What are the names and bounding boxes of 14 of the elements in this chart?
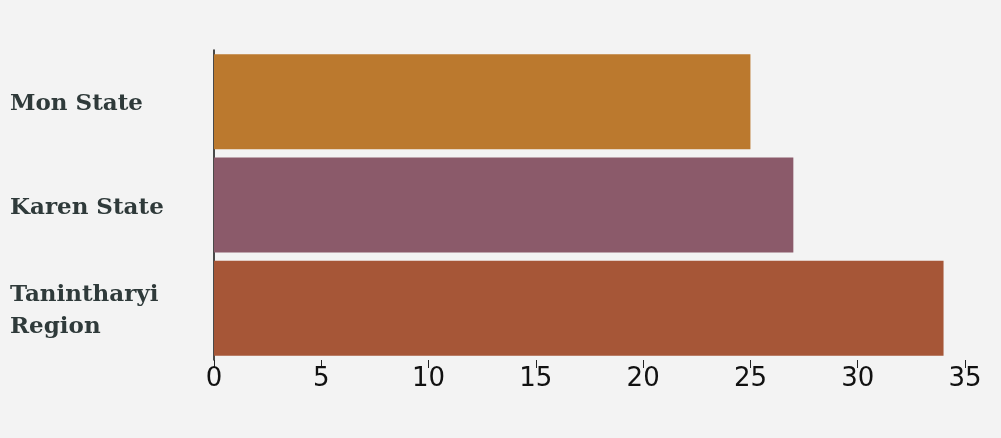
bar [214,157,794,253]
x-tick-label: 35 [948,362,982,392]
y-tick-label: Mon State [10,88,143,116]
x-tick-label: 25 [733,362,767,392]
x-tick-label: 30 [841,362,875,392]
y-tick-label: Tanintharyi Region [10,278,167,338]
bar [214,54,751,150]
x-tick-label: 15 [519,362,553,392]
y-tick-label: Karen State [10,191,164,219]
x-tick-label: 0 [205,362,223,392]
bar [214,260,944,356]
x-tick-label: 20 [626,362,660,392]
x-tick-label: 10 [412,362,446,392]
x-tick-label: 5 [313,362,330,392]
